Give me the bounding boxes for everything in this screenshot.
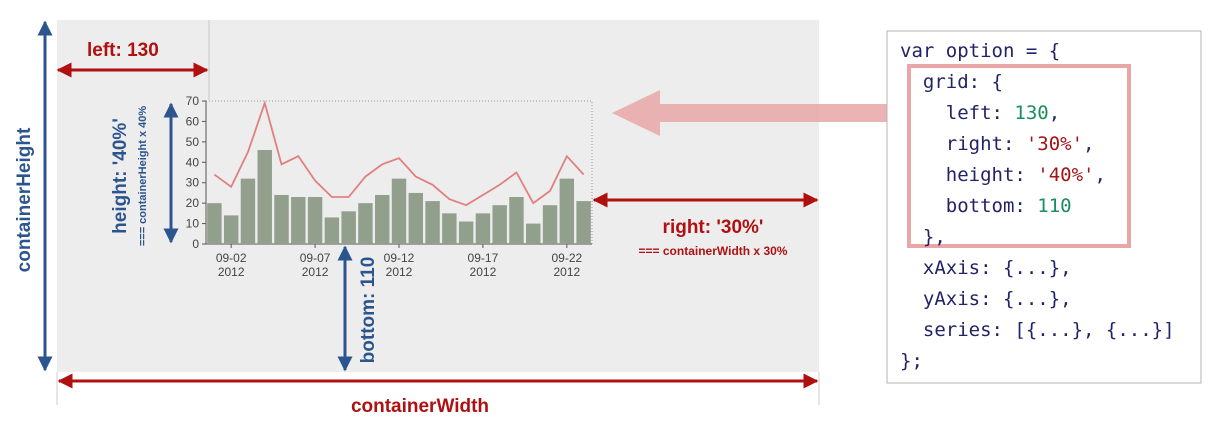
code-line: left: 130, [900, 102, 1060, 124]
code-line: yAxis: {...}, [900, 288, 1072, 310]
code-box [886, 30, 1202, 384]
code-token: '40%' [1037, 164, 1094, 186]
bar-15 [458, 221, 474, 244]
x-tick-date: 09-07 [300, 251, 331, 265]
bar-19 [526, 223, 541, 244]
code-token: grid: { [900, 71, 1003, 93]
bar-18 [509, 197, 524, 244]
bar-10 [375, 194, 390, 244]
y-tick-label: 10 [186, 217, 200, 231]
code-token: left: [900, 102, 1014, 124]
y-tick-label: 60 [186, 114, 200, 128]
code-token: '30%' [1026, 133, 1083, 155]
x-tick-date: 09-22 [551, 251, 582, 265]
bar-14 [442, 213, 457, 244]
x-tick-date: 09-02 [216, 251, 247, 265]
x-tick-date: 09-17 [468, 251, 499, 265]
right-label: right: '30%' [663, 217, 764, 238]
code-token: var option = { [900, 40, 1060, 62]
line-series [213, 99, 585, 207]
bar-11 [391, 178, 407, 244]
code-token: }; [900, 350, 923, 372]
code-token: yAxis: {...}, [900, 288, 1072, 310]
container-width-label: containerWidth [351, 396, 489, 417]
y-tick-label: 50 [186, 135, 200, 149]
y-tick-label: 70 [186, 94, 200, 108]
bar-2 [240, 178, 256, 244]
code-line: height: '40%', [900, 164, 1106, 186]
height-label: height: '40%' [110, 118, 131, 234]
y-tick-label: 0 [192, 237, 199, 251]
x-tick-year: 2012 [302, 265, 329, 279]
code-token: 130 [1014, 102, 1048, 124]
code-token: }, [900, 226, 946, 248]
x-tick-year: 2012 [553, 265, 580, 279]
code-token: height: [900, 164, 1037, 186]
bar-13 [425, 201, 440, 244]
bar-9 [358, 203, 373, 244]
x-tick-year: 2012 [470, 265, 497, 279]
grid-frame [205, 100, 593, 245]
code-token: , [1083, 133, 1094, 155]
bar-4 [274, 194, 289, 244]
x-tick-date: 09-12 [384, 251, 415, 265]
bar-6 [307, 197, 323, 244]
code-token: , [1049, 102, 1060, 124]
code-line: right: '30%', [900, 133, 1095, 155]
highlight-pointer-arrow [612, 90, 909, 136]
code-line: xAxis: {...}, [900, 257, 1072, 279]
bar-1 [223, 215, 239, 244]
code-line: }, [900, 226, 946, 248]
code-token: right: [900, 133, 1026, 155]
code-line: series: [{...}, {...}] [900, 319, 1175, 341]
left-label: left: 130 [87, 40, 159, 61]
bar-0 [207, 203, 222, 244]
right-sub-label: === containerWidth x 30% [639, 244, 788, 258]
bar-5 [291, 197, 306, 244]
bar-21 [559, 178, 575, 244]
bottom-label: bottom: 110 [358, 257, 379, 364]
x-tick-year: 2012 [218, 265, 245, 279]
code-lines: var option = { grid: { left: 130, right:… [900, 40, 1175, 372]
code-token: 110 [1037, 195, 1071, 217]
bar-17 [492, 205, 507, 244]
code-token: , [1094, 164, 1105, 186]
code-line: var option = { [900, 40, 1060, 62]
height-sub-label: === containerHeight x 40% [137, 106, 149, 247]
bar-22 [576, 201, 591, 244]
bar-12 [408, 192, 423, 244]
bar-16 [475, 213, 491, 244]
y-tick-label: 20 [186, 196, 200, 210]
bar-8 [341, 211, 356, 244]
code-token: xAxis: {...}, [900, 257, 1072, 279]
y-tick-label: 40 [186, 155, 200, 169]
grid-highlight-box [907, 64, 1131, 248]
code-line: }; [900, 350, 923, 372]
code-token: series: [{...}, {...}] [900, 319, 1175, 341]
container-height-label: containerHeight [14, 127, 35, 272]
code-token: bottom: [900, 195, 1037, 217]
x-tick-year: 2012 [386, 265, 413, 279]
bar-20 [542, 205, 558, 244]
y-tick-label: 30 [186, 176, 200, 190]
bar-3 [257, 150, 272, 244]
code-line: bottom: 110 [900, 195, 1072, 217]
code-line: grid: { [900, 71, 1003, 93]
bar-7 [324, 217, 340, 244]
